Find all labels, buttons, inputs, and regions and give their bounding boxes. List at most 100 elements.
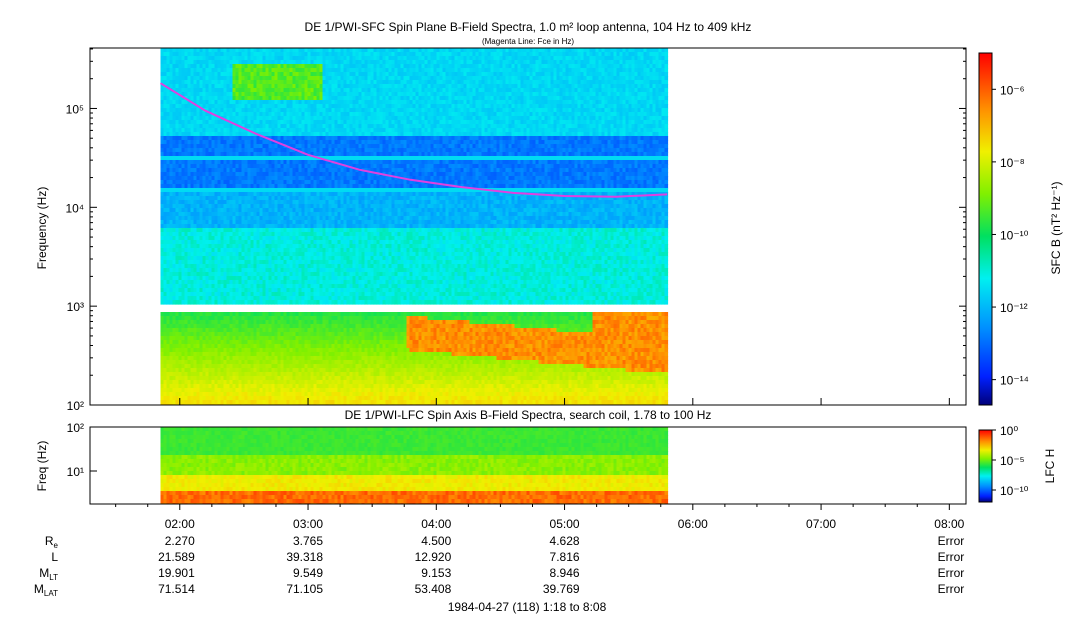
- sfc-spectrogram-cell: [175, 224, 180, 229]
- sfc-spectrogram-cell: [166, 100, 171, 105]
- sfc-spectrogram-cell: [205, 360, 210, 365]
- sfc-spectrogram-cell: [169, 156, 174, 161]
- sfc-spectrogram-cell: [241, 112, 246, 117]
- sfc-spectrogram-cell: [199, 316, 204, 321]
- sfc-spectrogram-cell: [232, 180, 237, 185]
- sfc-spectrogram-cell: [160, 152, 165, 157]
- sfc-spectrogram-cell: [196, 236, 201, 241]
- sfc-spectrogram-cell: [220, 136, 225, 141]
- sfc-spectrogram-cell: [160, 128, 165, 133]
- sfc-spectrogram-cell: [178, 116, 183, 121]
- sfc-spectrogram-cell: [202, 320, 207, 325]
- sfc-spectrogram-cell: [205, 148, 210, 153]
- sfc-spectrogram-cell: [187, 212, 192, 217]
- sfc-spectrogram-cell: [235, 140, 240, 145]
- sfc-spectrogram-cell: [205, 224, 210, 229]
- sfc-spectrogram-cell: [220, 156, 225, 161]
- sfc-spectrogram-cell: [238, 244, 243, 249]
- sfc-spectrogram-cell: [211, 332, 216, 337]
- sfc-spectrogram-cell: [163, 92, 168, 97]
- sfc-spectrogram-cell: [169, 140, 174, 145]
- sfc-spectrogram-cell: [166, 372, 171, 377]
- sfc-spectrogram-cell: [175, 60, 180, 65]
- sfc-spectrogram-cell: [166, 136, 171, 141]
- sfc-spectrogram-cell: [178, 192, 183, 197]
- sfc-spectrogram-cell: [196, 228, 201, 233]
- sfc-spectrogram-cell: [178, 400, 183, 405]
- sfc-spectrogram-cell: [166, 316, 171, 321]
- sfc-spectrogram-cell: [229, 200, 234, 205]
- sfc-spectrogram-cell: [217, 112, 222, 117]
- sfc-spectrogram-cell: [181, 400, 186, 405]
- sfc-spectrogram-cell: [172, 196, 177, 201]
- sfc-spectrogram-cell: [199, 112, 204, 117]
- sfc-spectrogram-cell: [196, 52, 201, 57]
- sfc-spectrogram-cell: [184, 212, 189, 217]
- sfc-spectrogram-cell: [241, 64, 246, 69]
- sfc-spectrogram-cell: [202, 80, 207, 85]
- sfc-spectrogram-cell: [211, 312, 216, 317]
- sfc-spectrogram-cell: [187, 104, 192, 109]
- sfc-spectrogram-cell: [193, 152, 198, 157]
- sfc-spectrogram-cell: [232, 84, 237, 89]
- sfc-spectrogram-cell: [196, 68, 201, 73]
- sfc-spectrogram-cell: [193, 364, 198, 369]
- sfc-spectrogram-cell: [211, 216, 216, 221]
- sfc-spectrogram-cell: [193, 160, 198, 165]
- sfc-spectrogram-cell: [184, 280, 189, 285]
- sfc-spectrogram-cell: [193, 288, 198, 293]
- sfc-spectrogram-cell: [181, 288, 186, 293]
- sfc-spectrogram-cell: [175, 244, 180, 249]
- sfc-spectrogram-cell: [187, 184, 192, 189]
- sfc-spectrogram-cell: [184, 80, 189, 85]
- sfc-spectrogram-cell: [241, 376, 246, 381]
- sfc-spectrogram-cell: [181, 244, 186, 249]
- sfc-spectrogram-cell: [223, 184, 228, 189]
- sfc-spectrogram-cell: [232, 276, 237, 281]
- sfc-spectrogram-cell: [232, 60, 237, 65]
- sfc-spectrogram-cell: [208, 120, 213, 125]
- sfc-spectrogram-cell: [184, 360, 189, 365]
- sfc-spectrogram-cell: [202, 72, 207, 77]
- sfc-spectrogram-cell: [223, 256, 228, 261]
- sfc-spectrogram-cell: [187, 252, 192, 257]
- sfc-spectrogram-cell: [232, 168, 237, 173]
- sfc-spectrogram-cell: [217, 96, 222, 101]
- sfc-spectrogram-cell: [178, 328, 183, 333]
- sfc-spectrogram-cell: [226, 100, 231, 105]
- sfc-spectrogram-cell: [241, 372, 246, 377]
- sfc-spectrogram-cell: [166, 120, 171, 125]
- sfc-spectrogram-cell: [193, 344, 198, 349]
- sfc-spectrogram-cell: [178, 152, 183, 157]
- sfc-spectrogram-cell: [229, 196, 234, 201]
- sfc-spectrogram-cell: [196, 92, 201, 97]
- sfc-spectrogram-cell: [241, 252, 246, 257]
- sfc-spectrogram-cell: [214, 180, 219, 185]
- sfc-spectrogram-cell: [235, 284, 240, 289]
- sfc-spectrogram-cell: [178, 324, 183, 329]
- sfc-spectrogram-cell: [166, 152, 171, 157]
- sfc-spectrogram-cell: [226, 172, 231, 177]
- sfc-spectrogram-cell: [199, 160, 204, 165]
- sfc-spectrogram-cell: [241, 168, 246, 173]
- sfc-spectrogram-cell: [187, 152, 192, 157]
- sfc-spectrogram-cell: [190, 180, 195, 185]
- sfc-spectrogram-cell: [163, 140, 168, 145]
- sfc-spectrogram-cell: [223, 72, 228, 77]
- sfc-spectrogram-cell: [229, 280, 234, 285]
- sfc-spectrogram-cell: [163, 384, 168, 389]
- sfc-spectrogram-cell: [217, 380, 222, 385]
- sfc-spectrogram-cell: [166, 312, 171, 317]
- sfc-spectrogram-cell: [205, 384, 210, 389]
- sfc-spectrogram-cell: [202, 268, 207, 273]
- sfc-spectrogram-cell: [223, 68, 228, 73]
- sfc-spectrogram-cell: [229, 84, 234, 89]
- sfc-spectrogram-cell: [238, 228, 243, 233]
- sfc-spectrogram-cell: [226, 60, 231, 65]
- sfc-spectrogram-cell: [166, 344, 171, 349]
- sfc-spectrogram-cell: [172, 372, 177, 377]
- sfc-spectrogram-cell: [184, 284, 189, 289]
- sfc-spectrogram-cell: [232, 252, 237, 257]
- sfc-spectrogram-cell: [208, 108, 213, 113]
- sfc-spectrogram-cell: [190, 76, 195, 81]
